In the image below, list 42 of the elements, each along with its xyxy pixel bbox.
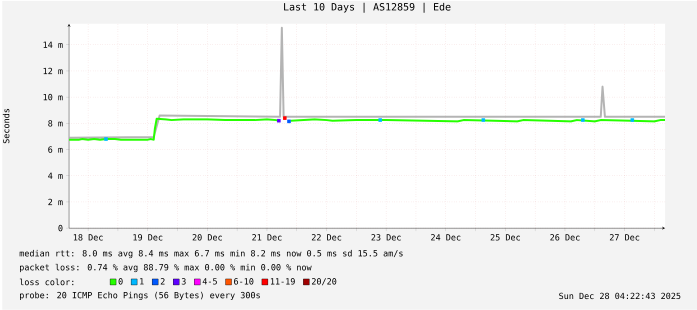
text: packet loss: 0.74 % avg 88.79 % max 0.00 % min 0.00 % now [20,264,312,272]
legend-label: 6-10 [234,278,254,285]
y-tick-label: 2 m [48,198,63,206]
point [287,120,291,124]
text: Sun Dec 28 04:22:43 2025 [559,292,680,300]
point [378,118,382,122]
x-tick-label: 22 Dec [312,234,342,241]
legend-label: 2 [160,278,165,285]
text: probe: 20 ICMP Echo Pings (56 Bytes) every 300s [20,292,260,300]
legend-label: 3 [182,278,186,285]
point [581,118,585,122]
legend-label: 11-19 [270,278,295,285]
legend-title: loss color: [20,278,74,286]
x-tick-label: 20 Dec [192,234,222,241]
x-tick-label: 19 Dec [133,234,162,241]
point [277,118,281,123]
x-tick-label: 18 Dec [74,234,103,241]
text: median rtt: 8.0 ms avg 8.4 ms max 6.7 ms min 8.2 ms now 0.5 ms sd 15.5 am/s [20,250,403,258]
y-tick-label: 12 m [44,68,63,74]
legend-label: 1 [140,278,144,284]
x-tick-label: 26 Dec [550,234,580,241]
x-tick-label: 24 Dec [431,234,460,241]
y-axis-title: Seconds [2,109,10,144]
chart-title: Last 10 Days | AS12859 | Ede [284,2,450,13]
point [482,118,486,122]
y-tick-label: 0 [58,224,62,232]
point [283,116,287,120]
x-tick-label: 27 Dec [610,234,640,241]
legend-label: 0 [118,278,123,285]
y-tick-label: 8 m [48,120,63,127]
y-tick-label: 4 m [48,172,63,179]
point [630,118,634,122]
x-tick-label: 25 Dec [490,234,520,241]
y-tick-label: 14 m [44,42,63,48]
legend-label: 4-5 [202,278,217,285]
legend-label: 20/20 [312,278,336,286]
x-tick-label: 23 Dec [371,234,401,241]
y-tick-label: 6 m [48,146,63,153]
y-tick-label: 10 m [44,94,63,100]
x-tick-label: 21 Dec [252,234,282,241]
point [104,137,108,141]
line-series [69,26,666,139]
